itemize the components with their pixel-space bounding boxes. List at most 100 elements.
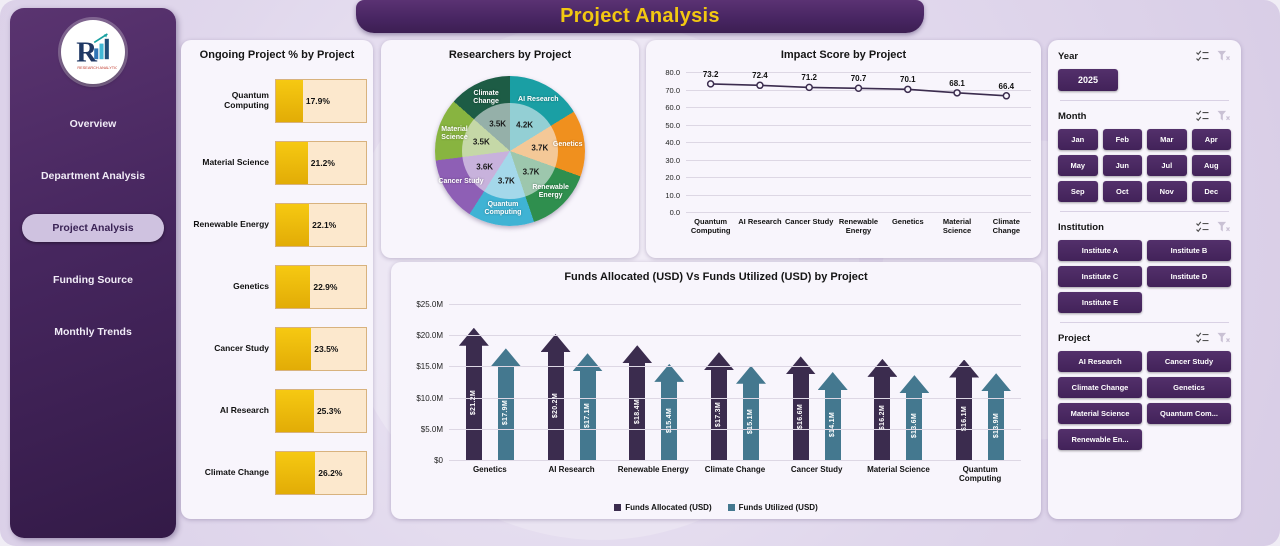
multi-select-icon[interactable] — [1195, 110, 1210, 122]
month-btn-may[interactable]: May — [1058, 155, 1098, 176]
slicer-title: Institution — [1058, 221, 1104, 233]
institution-btn-institute-c[interactable]: Institute C — [1058, 266, 1142, 287]
project-btn-cancer-study[interactable]: Cancer Study — [1147, 351, 1231, 372]
project-btn-material-science[interactable]: Material Science — [1058, 403, 1142, 424]
gridline — [686, 177, 1031, 178]
gridline — [449, 428, 1021, 430]
clear-filter-icon[interactable] — [1216, 110, 1231, 122]
bar-track: 26.2% — [275, 451, 367, 495]
project-btn-genetics[interactable]: Genetics — [1147, 377, 1231, 398]
month-btn-jan[interactable]: Jan — [1058, 129, 1098, 150]
institution-btn-institute-d[interactable]: Institute D — [1147, 266, 1231, 287]
data-label: 70.1 — [899, 75, 916, 85]
multi-select-icon[interactable] — [1195, 332, 1210, 344]
arrow-group-material-science: $16.2M $13.6M — [858, 304, 940, 460]
line-series — [706, 80, 1011, 100]
arrow-bar-funds-allocated-usd: $17.3M — [703, 352, 734, 460]
month-btn-dec[interactable]: Dec — [1191, 181, 1231, 202]
arrow-head — [949, 359, 980, 378]
data-point — [756, 81, 764, 90]
divider — [1060, 322, 1229, 323]
month-btn-feb[interactable]: Feb — [1102, 129, 1142, 150]
arrow-group-renewable-energy: $18.4M $15.4M — [612, 304, 694, 460]
bar-value-label: 21.2% — [310, 158, 335, 168]
data-point — [805, 83, 813, 92]
slicer-title: Project — [1058, 332, 1091, 344]
legend-swatch — [727, 504, 735, 511]
arrow-value-label: $17.1M — [584, 402, 592, 428]
bar-row-climate-change: Climate Change 26.2% — [185, 442, 367, 504]
arrow-bar-funds-utilized-usd: $15.1M — [735, 365, 766, 460]
y-axis-label: $10.0M — [416, 393, 443, 403]
bar-category-label: Material Science — [202, 157, 269, 168]
slicer-title: Year — [1058, 50, 1079, 62]
project-btn-renewable-en[interactable]: Renewable En... — [1058, 429, 1142, 450]
bar-value-label: 22.9% — [313, 282, 338, 292]
month-btn-nov[interactable]: Nov — [1147, 181, 1187, 202]
slicer-header: Project — [1058, 332, 1231, 344]
multi-select-icon[interactable] — [1195, 221, 1210, 233]
year-btn-2025[interactable]: 2025 — [1058, 69, 1118, 91]
chart-title: Funds Allocated (USD) Vs Funds Utilized … — [564, 271, 868, 283]
bar-track: 23.5% — [275, 327, 367, 371]
month-btn-jun[interactable]: Jun — [1102, 155, 1142, 176]
month-btn-sep[interactable]: Sep — [1058, 181, 1098, 202]
sidebar-item-department-analysis[interactable]: Department Analysis — [40, 170, 146, 182]
bar-row-cancer-study: Cancer Study 23.5% — [185, 318, 367, 380]
bar-category-label: Cancer Study — [214, 343, 269, 354]
logo: R RESEARCH ANALYTICS — [61, 20, 125, 84]
month-btn-jul[interactable]: Jul — [1147, 155, 1187, 176]
arrow-value-label: $15.1M — [747, 408, 755, 434]
gridline — [449, 460, 1021, 461]
arrow-shaft: $13.9M — [988, 390, 1005, 460]
y-axis-label: $15.0M — [416, 362, 443, 372]
panel-ongoing-project-pct: Ongoing Project % by Project Quantum Com… — [181, 40, 373, 519]
institution-btn-institute-a[interactable]: Institute A — [1058, 240, 1142, 261]
month-btn-apr[interactable]: Apr — [1191, 129, 1231, 150]
data-label: 70.7 — [850, 74, 867, 84]
gridline — [686, 194, 1031, 196]
bar-fill — [276, 328, 312, 370]
slicer-month: Month Jan Feb Mar Apr May Jun Jul Aug Sep Oct Nov D… — [1058, 110, 1231, 202]
arrow-group-cancer-study: $16.6M $14.1M — [776, 304, 858, 460]
arrow-shaft: $21.2M — [465, 344, 482, 460]
bar-fill — [276, 80, 303, 122]
bar-track: 22.9% — [275, 265, 367, 309]
arrow-bar-funds-utilized-usd: $13.9M — [981, 373, 1012, 460]
institution-btn-institute-b[interactable]: Institute B — [1147, 240, 1231, 261]
project-btn-quantum-com[interactable]: Quantum Com... — [1147, 403, 1231, 424]
month-btn-oct[interactable]: Oct — [1102, 181, 1142, 202]
arrow-head — [572, 353, 603, 372]
bar-category-label: Climate Change — [204, 467, 269, 478]
clear-filter-icon[interactable] — [1216, 50, 1231, 62]
slicer-header: Month — [1058, 110, 1231, 122]
month-btn-aug[interactable]: Aug — [1191, 155, 1231, 176]
gridline — [686, 124, 1031, 126]
arrow-bar-funds-allocated-usd: $16.6M — [785, 356, 816, 460]
bar-track: 21.2% — [275, 141, 367, 185]
gridline — [686, 72, 1031, 73]
x-axis-label: Genetics — [891, 217, 924, 226]
legend-label: Funds Utilized (USD) — [738, 503, 818, 512]
sidebar-item-overview[interactable]: Overview — [69, 118, 117, 130]
sidebar-item-monthly-trends[interactable]: Monthly Trends — [54, 326, 132, 338]
clear-filter-icon[interactable] — [1216, 332, 1231, 344]
sidebar-item-project-analysis[interactable]: Project Analysis — [22, 214, 164, 242]
legend-swatch — [614, 504, 622, 511]
clear-filter-icon[interactable] — [1216, 221, 1231, 233]
arrow-value-label: $17.3M — [715, 401, 723, 428]
arrow-bar-funds-allocated-usd: $16.1M — [949, 359, 980, 460]
project-btn-ai-research[interactable]: AI Research — [1058, 351, 1142, 372]
institution-btn-institute-e[interactable]: Institute E — [1058, 292, 1142, 313]
month-btn-mar[interactable]: Mar — [1147, 129, 1187, 150]
pie-slice-label-ai-research: AI Research — [518, 96, 559, 104]
sidebar-item-funding-source[interactable]: Funding Source — [53, 274, 133, 286]
x-axis-label: AI Research — [738, 217, 782, 226]
bar-category-label: Quantum Computing — [224, 90, 269, 110]
page-title: Project Analysis — [560, 5, 720, 27]
bar-value-label: 26.2% — [318, 468, 343, 478]
divider — [1060, 211, 1229, 212]
multi-select-icon[interactable] — [1195, 50, 1210, 62]
project-btn-climate-change[interactable]: Climate Change — [1058, 377, 1142, 398]
chart-title: Impact Score by Project — [780, 49, 907, 61]
